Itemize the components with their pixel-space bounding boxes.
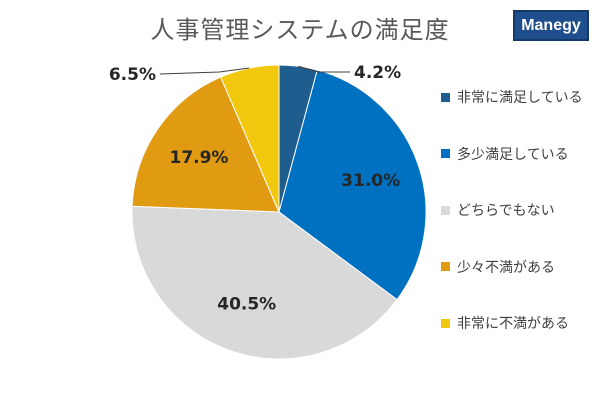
legend-label: 多少満足している [457, 146, 569, 163]
leader-line-very-satisfied [298, 65, 350, 73]
chart-title: 人事管理システムの満足度 [150, 16, 450, 44]
legend-swatch [441, 205, 450, 215]
pie-slice-neutral [131, 205, 398, 360]
legend-item-very-dissatisfied: 非常に不満がある [441, 314, 600, 332]
data-label-very-satisfied: 4.2% [354, 63, 401, 83]
data-label-neutral: 40.5% [217, 294, 276, 314]
manegy-logo: Manegy [513, 10, 589, 41]
legend-label: 非常に不満がある [457, 316, 569, 332]
leader-line-very-dissatisfied [159, 67, 250, 75]
legend-label: どちらでもない [457, 203, 555, 219]
data-label-very-dissatisfied: 6.5% [109, 65, 156, 85]
pie-slice-somewhat-satisfied [278, 69, 427, 301]
legend-label: 非常に満足している [457, 90, 583, 106]
legend: 非常に満足している 多少満足している どちらでもない 少々不満がある 非常に不満… [441, 88, 600, 371]
legend-swatch [441, 318, 450, 328]
legend-swatch [441, 262, 450, 271]
legend-item-very-satisfied: 非常に満足している [441, 88, 600, 106]
legend-swatch [441, 92, 450, 102]
data-label-somewhat-dissatisfied: 17.9% [169, 148, 228, 168]
legend-item-neutral: どちらでもない [441, 201, 600, 219]
data-label-somewhat-satisfied: 31.0% [341, 171, 400, 191]
legend-item-somewhat-dissatisfied: 少々不満がある [441, 258, 600, 276]
legend-swatch [441, 149, 450, 158]
pie-slice-somewhat-dissatisfied [131, 76, 280, 213]
legend-item-somewhat-satisfied: 多少満足している [441, 145, 600, 163]
legend-label: 少々不満がある [457, 259, 555, 276]
